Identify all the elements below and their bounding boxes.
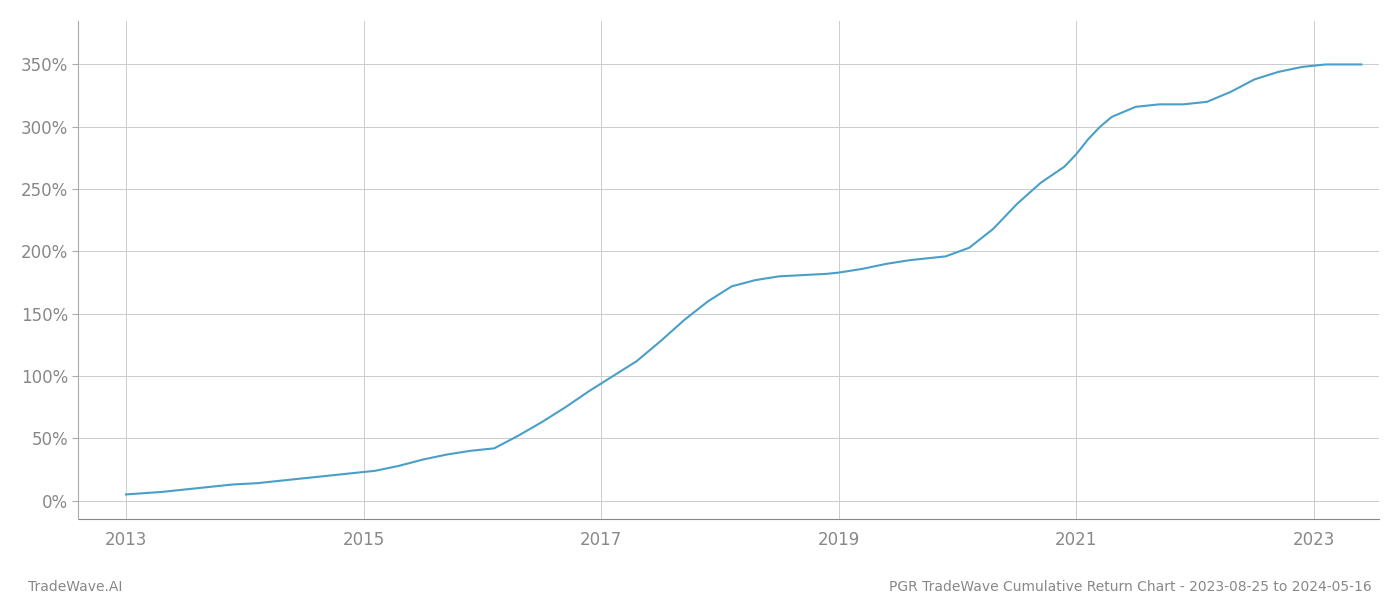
Text: PGR TradeWave Cumulative Return Chart - 2023-08-25 to 2024-05-16: PGR TradeWave Cumulative Return Chart - … bbox=[889, 580, 1372, 594]
Text: TradeWave.AI: TradeWave.AI bbox=[28, 580, 122, 594]
